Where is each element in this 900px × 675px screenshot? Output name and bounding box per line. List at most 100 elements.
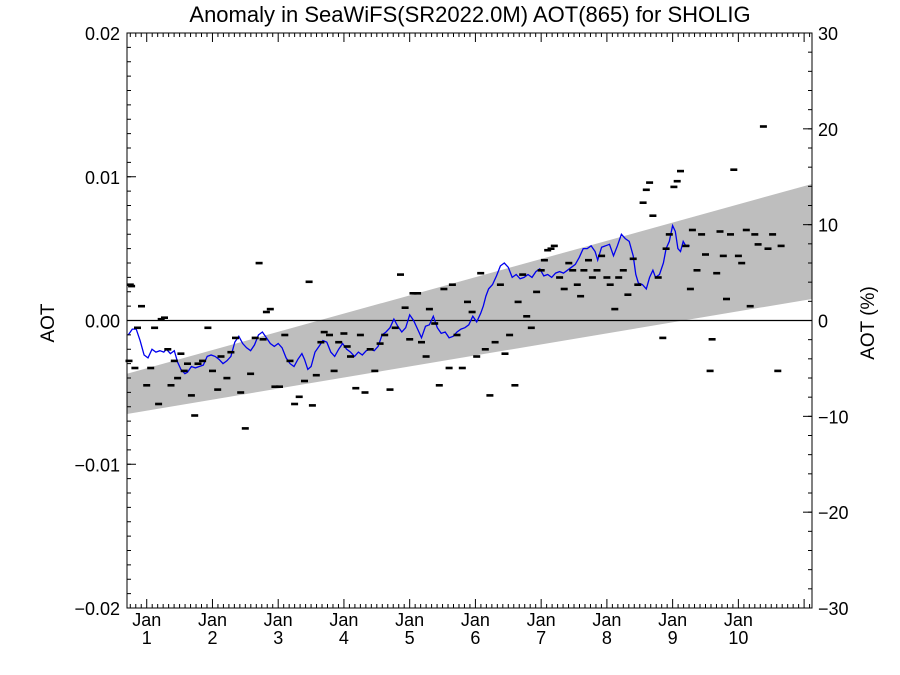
data-point [361,391,369,394]
y2-tick-label: 0 [818,312,828,332]
data-point [320,330,328,334]
data-point [598,254,606,258]
x-tick-label-year: 1 [142,628,152,648]
trend-band [127,183,812,414]
data-point [501,352,509,355]
x-tick-label-year: 9 [668,628,678,648]
data-point [406,338,414,341]
data-point [519,273,527,276]
y2-axis-label: AOT (%) [858,286,879,360]
data-point [751,233,759,236]
data-point [742,228,750,232]
data-point [639,201,647,204]
data-point [409,292,417,295]
data-point [312,373,320,377]
data-point [686,287,694,291]
data-point [491,340,499,344]
data-point [533,290,541,294]
x-tick-label-year: 2 [207,628,217,648]
data-point [134,326,141,330]
data-point [326,333,333,337]
y2-tick-label: 30 [818,24,838,44]
data-point [291,402,299,406]
data-point [719,254,727,258]
data-point [659,336,667,340]
data-point [262,310,270,314]
data-point [759,125,767,128]
data-point [682,244,690,248]
data-point [713,271,721,275]
data-point [544,248,552,252]
data-point [486,394,494,397]
chart-title: Anomaly in SeaWiFS(SR2022.0M) AOT(865) f… [189,2,751,27]
data-point [147,366,155,370]
data-point [305,280,313,284]
data-point [191,414,199,417]
data-point [611,307,619,311]
data-point [271,385,279,388]
y2-tick-label: −20 [818,503,849,523]
data-point [734,254,742,258]
data-point [232,336,239,340]
data-point [356,333,364,337]
data-point [440,287,448,291]
data-point [386,388,394,391]
data-point [143,384,151,387]
x-tick-label-month: Jan [329,610,358,630]
data-point [708,338,716,341]
x-tick-label-month: Jan [132,610,161,630]
data-point [418,340,425,344]
data-point [227,350,235,354]
y-tick-label: 0.01 [85,168,120,188]
x-tick-label-year: 3 [273,628,283,648]
data-point [673,179,681,183]
data-point [187,394,195,397]
y-tick-label: 0.00 [85,312,120,332]
data-point [217,355,225,358]
data-point [670,185,678,189]
data-point [580,269,588,272]
data-point [727,233,734,236]
data-point [414,292,422,295]
data-point [347,355,354,358]
data-point [343,345,351,348]
data-point [662,247,670,250]
data-point [340,332,348,335]
data-point [448,283,456,286]
data-point [170,359,178,363]
data-point [481,348,489,351]
data-point [540,258,548,262]
data-point [237,391,245,394]
data-point [251,336,259,340]
x-tick-label-year: 5 [405,628,415,648]
data-point [209,369,216,373]
data-point [649,214,657,217]
data-point [646,181,654,184]
data-point [603,276,611,279]
data-point [473,355,481,358]
data-point [259,338,267,341]
data-point [547,247,555,250]
data-point [247,372,255,376]
data-point [569,269,577,272]
data-point [702,253,709,256]
data-point [177,352,185,355]
data-point [642,188,650,192]
data-point [128,284,136,288]
data-point [537,269,545,272]
y2-tick-label: 20 [818,120,838,140]
data-point [477,271,485,275]
data-point [619,269,627,272]
data-point [295,395,303,399]
data-point [223,376,231,380]
x-tick-label-year: 8 [602,628,612,648]
data-point [606,283,614,286]
data-point [422,355,430,358]
data-point [769,233,777,236]
x-tick-label-month: Jan [264,610,293,630]
x-tick-label-year: 7 [536,628,546,648]
y-tick-label: 0.02 [85,24,120,44]
x-tick-label-year: 4 [339,628,349,648]
data-point [764,247,772,250]
data-point [573,283,581,286]
